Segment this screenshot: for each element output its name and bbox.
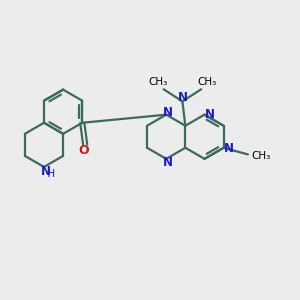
Text: ·H: ·H xyxy=(45,169,56,179)
Text: N: N xyxy=(163,156,173,169)
Text: N: N xyxy=(40,165,50,178)
Text: CH₃: CH₃ xyxy=(197,77,217,87)
Text: CH₃: CH₃ xyxy=(251,151,271,161)
Text: N: N xyxy=(205,108,215,121)
Text: N: N xyxy=(177,91,188,104)
Text: O: O xyxy=(78,144,89,157)
Text: N: N xyxy=(224,142,234,155)
Text: CH₃: CH₃ xyxy=(148,77,167,87)
Text: N: N xyxy=(163,106,173,118)
